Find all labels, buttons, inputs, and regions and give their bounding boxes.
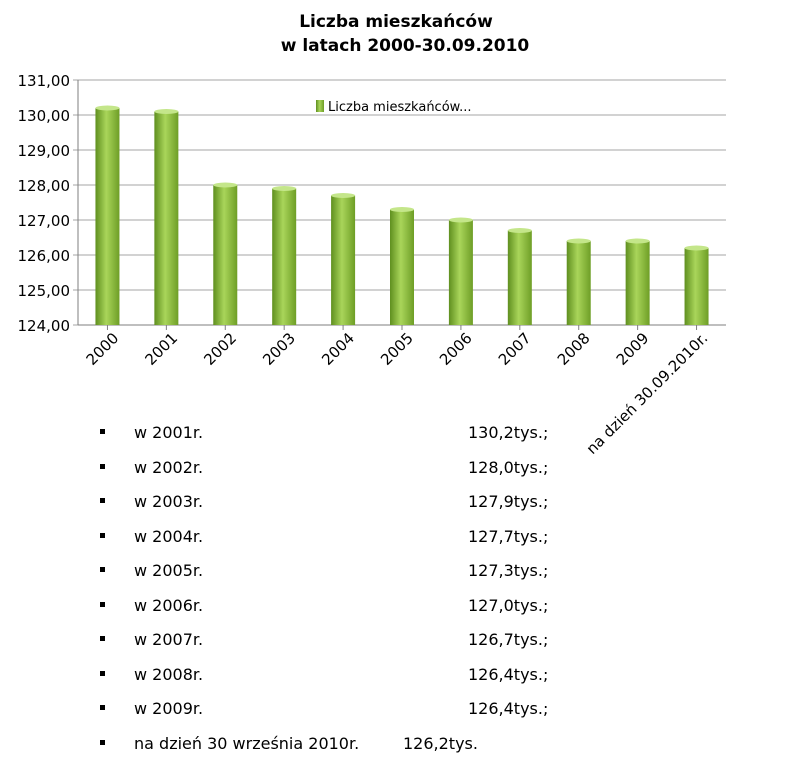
list-item: w 2001r. 130,2tys.; — [100, 420, 700, 455]
x-tick-label: 2000 — [83, 329, 123, 369]
bullet-icon — [100, 567, 105, 572]
legend: Liczba mieszkańców... — [316, 100, 472, 115]
bar — [566, 241, 591, 325]
bullet-icon — [100, 739, 105, 745]
y-tick-label: 129,00 — [18, 142, 71, 160]
list-item: w 2008r. 126,4tys.; — [100, 662, 700, 697]
chart: Liczba mieszkańców w latach 2000-30.09.2… — [18, 12, 726, 458]
list-item: w 2002r. 128,0tys.; — [100, 455, 700, 490]
bullet-icon — [100, 670, 105, 676]
bar-top — [154, 109, 179, 114]
list-item-value: 126,7tys.; — [468, 630, 549, 649]
bar — [95, 108, 120, 325]
bullet-icon — [100, 636, 105, 641]
bar-top — [566, 238, 591, 244]
list-item: w 2003r. 127,9tys.; — [100, 489, 700, 524]
list-item-label: w 2001r. — [134, 423, 204, 442]
list-item: w 2005r. 127,3tys.; — [100, 558, 700, 593]
x-tick-label: 2007 — [495, 329, 535, 369]
bar — [272, 188, 297, 325]
y-tick-label: 131,00 — [18, 72, 71, 90]
list-item-value: 126,4tys.; — [468, 699, 549, 718]
bar-top — [448, 217, 473, 223]
list-item: w 2004r. 127,7tys.; — [100, 524, 700, 559]
list-item-value: 126,2tys. — [403, 733, 478, 753]
bar — [154, 111, 179, 325]
bullet-icon — [100, 463, 105, 469]
list-item-label: w 2009r. — [134, 699, 204, 718]
x-tick-label: 2009 — [613, 329, 653, 369]
list-item-label: na dzień 30 września 2010r. — [134, 733, 360, 753]
bar — [684, 248, 709, 325]
list-item-label: w 2004r. — [134, 526, 204, 546]
chart-title-line-1: Liczba mieszkańców — [299, 12, 493, 32]
list-item: w 2009r. 126,4tys.; — [100, 696, 700, 731]
y-tick-label: 126,00 — [18, 247, 71, 265]
bar-top — [625, 238, 650, 244]
bar-top — [331, 193, 356, 198]
list-item-value: 126,4tys.; — [468, 664, 549, 684]
bar-top — [213, 182, 238, 188]
x-tick-label: 2008 — [554, 329, 594, 369]
list-item-value: 128,0tys.; — [468, 457, 549, 477]
bar-top — [684, 245, 709, 251]
list-item-value: 127,9tys.; — [468, 492, 549, 511]
list-item-label: w 2003r. — [134, 492, 204, 511]
list-item-label: w 2008r. — [134, 664, 204, 684]
list-item-label: w 2005r. — [134, 561, 204, 580]
bar — [448, 220, 473, 325]
bar-top — [272, 186, 297, 191]
bullet-icon — [100, 498, 105, 503]
x-tick-label: 2003 — [259, 329, 299, 369]
bar — [625, 241, 650, 325]
x-tick-label: 2002 — [200, 329, 240, 369]
list-item-value: 127,0tys.; — [468, 595, 549, 615]
bullet-icon — [100, 429, 105, 434]
bullet-icon — [100, 532, 105, 538]
legend-swatch — [316, 100, 324, 112]
y-tick-label: 125,00 — [18, 282, 71, 300]
bar-top — [390, 207, 414, 212]
x-tick-label: 2006 — [436, 329, 476, 369]
list-item-value: 130,2tys.; — [468, 423, 549, 442]
x-tick-label: 2001 — [141, 329, 181, 369]
list-item-value: 127,3tys.; — [468, 561, 549, 580]
population-list: w 2001r. 130,2tys.; w 2002r. 128,0tys.; w … — [100, 420, 700, 765]
y-tick-label: 127,00 — [18, 212, 71, 230]
list-item-label: w 2002r. — [134, 457, 204, 477]
x-tick-label: 2005 — [377, 329, 417, 369]
bar — [390, 209, 414, 325]
bar — [213, 185, 238, 325]
bar-top — [95, 105, 120, 111]
bullet-icon — [100, 705, 105, 710]
list-item-value: 127,7tys.; — [468, 526, 549, 546]
list-item: w 2007r. 126,7tys.; — [100, 627, 700, 662]
bullet-icon — [100, 601, 105, 607]
y-tick-label: 130,00 — [18, 107, 71, 125]
x-tick-label: 2004 — [318, 329, 358, 369]
bar-top — [507, 228, 532, 233]
bar — [331, 195, 356, 325]
list-item-label: w 2007r. — [134, 630, 204, 649]
list-item: w 2006r. 127,0tys.; — [100, 593, 700, 628]
chart-title-line-2: w latach 2000-30.09.2010 — [281, 36, 530, 56]
list-item-label: w 2006r. — [134, 595, 204, 615]
list-item: na dzień 30 września 2010r. 126,2tys. — [100, 731, 700, 765]
bar — [507, 230, 532, 325]
legend-label: Liczba mieszkańców... — [328, 100, 472, 115]
y-tick-label: 128,00 — [18, 177, 71, 195]
y-tick-label: 124,00 — [18, 317, 71, 335]
